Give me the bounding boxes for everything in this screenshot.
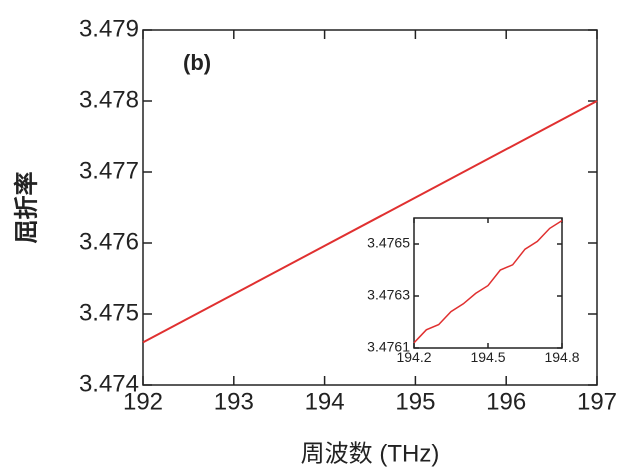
x-tick-label: 194.5: [470, 349, 505, 365]
y-tick-label: 3.476: [79, 228, 139, 255]
y-tick-label: 3.478: [79, 86, 139, 113]
x-axis-label: 周波数 (THz): [301, 440, 440, 467]
y-tick-label: 3.4761: [367, 339, 410, 355]
x-tick-label: 194.8: [544, 349, 579, 365]
x-tick-label: 196: [486, 388, 526, 415]
y-tick-label: 3.474: [79, 370, 139, 397]
y-axis-label: 屈折率: [12, 172, 40, 244]
y-tick-label: 3.475: [79, 299, 139, 326]
y-tick-label: 3.479: [79, 15, 139, 42]
chart: 1921931941951961973.4743.4753.4763.4773.…: [0, 0, 621, 474]
plot-area: [414, 218, 562, 348]
y-tick-label: 3.4763: [367, 287, 410, 303]
x-tick-label: 195: [395, 388, 435, 415]
x-tick-label: 193: [214, 388, 254, 415]
y-tick-label: 3.4765: [367, 235, 410, 251]
y-tick-label: 3.477: [79, 157, 139, 184]
x-tick-label: 194: [305, 388, 345, 415]
chart-title: (b): [183, 50, 211, 75]
x-tick-label: 197: [577, 388, 617, 415]
